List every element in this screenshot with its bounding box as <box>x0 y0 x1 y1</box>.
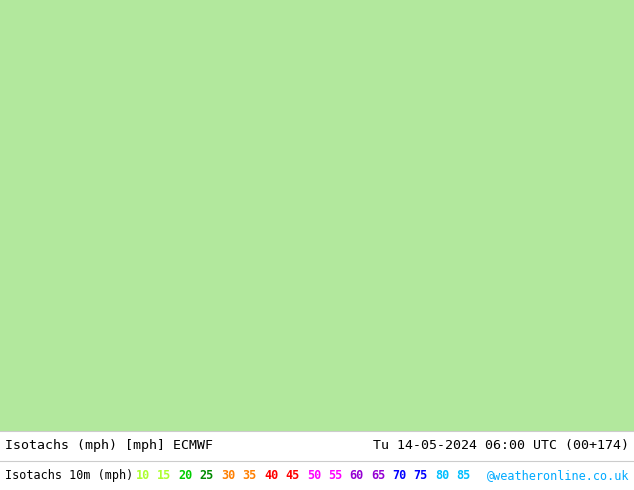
Text: 60: 60 <box>349 469 364 482</box>
Text: 45: 45 <box>285 469 299 482</box>
Text: 65: 65 <box>371 469 385 482</box>
Text: 70: 70 <box>392 469 406 482</box>
Text: 55: 55 <box>328 469 342 482</box>
Text: Tu 14-05-2024 06:00 UTC (00+174): Tu 14-05-2024 06:00 UTC (00+174) <box>373 440 629 452</box>
Text: 80: 80 <box>435 469 450 482</box>
Text: Isotachs (mph) [mph] ECMWF: Isotachs (mph) [mph] ECMWF <box>5 440 213 452</box>
Text: 35: 35 <box>243 469 257 482</box>
Text: 15: 15 <box>157 469 171 482</box>
Text: 25: 25 <box>200 469 214 482</box>
Text: 75: 75 <box>414 469 428 482</box>
Text: 30: 30 <box>221 469 235 482</box>
Text: 85: 85 <box>456 469 470 482</box>
Text: 90: 90 <box>478 469 492 482</box>
Text: 10: 10 <box>136 469 150 482</box>
Text: 40: 40 <box>264 469 278 482</box>
Text: @weatheronline.co.uk: @weatheronline.co.uk <box>486 469 629 482</box>
Text: 50: 50 <box>307 469 321 482</box>
Text: 20: 20 <box>178 469 193 482</box>
Text: Isotachs 10m (mph): Isotachs 10m (mph) <box>5 469 133 482</box>
